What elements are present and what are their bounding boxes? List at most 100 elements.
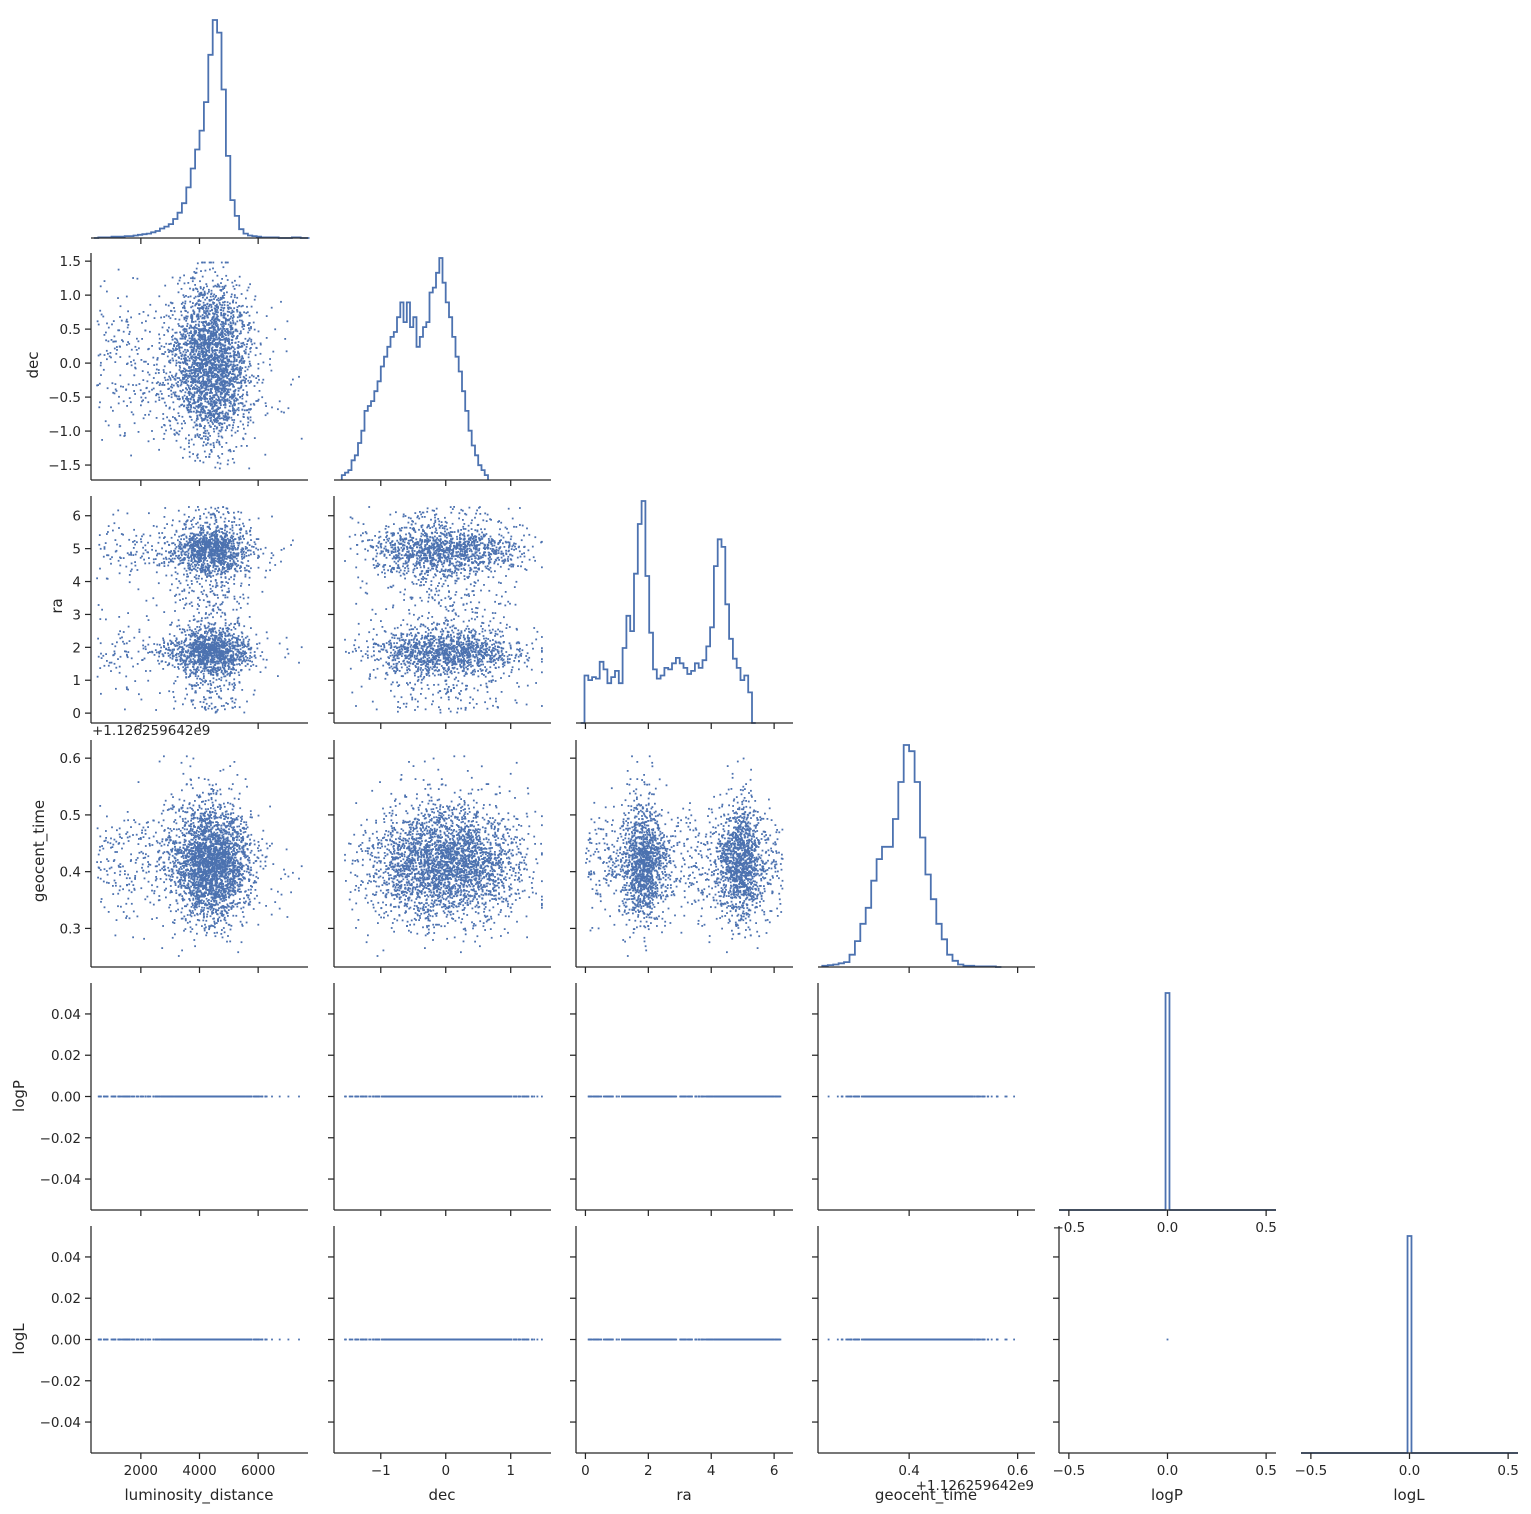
scatter-point	[203, 290, 206, 293]
scatter-point	[173, 707, 175, 710]
scatter-point	[243, 658, 245, 661]
scatter-point	[201, 397, 204, 400]
scatter-point	[201, 554, 203, 557]
scatter-point	[175, 395, 178, 398]
scatter-point	[193, 344, 196, 346]
scatter-point	[186, 404, 189, 407]
scatter-point	[243, 311, 245, 314]
scatter-point	[184, 354, 187, 357]
scatter-point	[160, 562, 163, 564]
scatter-point	[189, 643, 191, 646]
scatter-point	[187, 552, 190, 555]
scatter-point	[126, 654, 128, 657]
scatter-point	[188, 334, 190, 337]
scatter-point	[211, 279, 214, 282]
scatter-point	[207, 382, 210, 385]
scatter-point	[185, 602, 188, 605]
scatter-point	[214, 350, 216, 352]
scatter-point	[163, 346, 166, 348]
scatter-point	[191, 381, 194, 384]
scatter-point	[220, 564, 222, 566]
scatter-point	[197, 381, 200, 383]
scatter-point	[229, 538, 232, 541]
scatter-point	[210, 326, 213, 329]
scatter-point	[206, 666, 209, 669]
scatter-point	[193, 558, 196, 560]
scatter-point	[240, 384, 243, 387]
scatter-point	[126, 326, 129, 329]
scatter-point	[200, 291, 203, 294]
scatter-point	[201, 361, 203, 363]
scatter-point	[200, 345, 202, 348]
scatter-point	[195, 330, 197, 332]
scatter-point	[192, 641, 195, 644]
scatter-point	[220, 676, 223, 679]
scatter-point	[172, 347, 174, 350]
scatter-point	[170, 393, 173, 396]
scatter-point	[241, 322, 244, 325]
scatter-point	[183, 641, 185, 644]
scatter-point	[196, 541, 199, 544]
scatter-point	[218, 412, 220, 415]
scatter-point	[154, 400, 157, 403]
scatter-point	[216, 526, 219, 529]
scatter-point	[110, 339, 113, 341]
scatter-point	[172, 416, 174, 418]
scatter-point	[187, 559, 190, 562]
scatter-point	[231, 336, 234, 339]
scatter-point	[130, 568, 133, 571]
scatter-point	[239, 567, 241, 570]
scatter-point	[243, 325, 246, 327]
scatter-point	[202, 409, 205, 411]
scatter-point	[182, 528, 184, 531]
scatter-point	[200, 307, 203, 310]
scatter-point	[242, 413, 245, 415]
scatter-point	[175, 555, 177, 557]
scatter-point	[216, 313, 218, 316]
scatter-point	[234, 644, 237, 647]
scatter-point	[250, 381, 252, 383]
scatter-point	[229, 401, 232, 403]
scatter-point	[201, 644, 203, 647]
scatter-point	[257, 363, 260, 365]
scatter-point	[122, 400, 125, 403]
scatter-point	[239, 373, 242, 376]
scatter-point	[184, 374, 186, 377]
scatter-point	[184, 316, 187, 319]
scatter-point	[126, 512, 129, 515]
scatter-point	[142, 639, 145, 642]
scatter-point	[202, 356, 205, 358]
scatter-point	[193, 313, 196, 315]
scatter-point	[190, 438, 193, 441]
scatter-point	[218, 387, 221, 390]
scatter-point	[197, 657, 200, 660]
scatter-point	[232, 314, 235, 316]
scatter-point	[207, 409, 210, 412]
scatter-point	[196, 391, 198, 394]
scatter-point	[217, 395, 220, 398]
scatter-point	[221, 453, 224, 455]
scatter-point	[221, 412, 224, 415]
scatter-point	[184, 361, 187, 364]
scatter-point	[187, 296, 190, 298]
scatter-point	[204, 550, 207, 552]
scatter-point	[219, 655, 222, 658]
scatter-point	[149, 303, 152, 306]
scatter-point	[220, 697, 223, 700]
scatter-point	[248, 382, 251, 384]
scatter-point	[201, 437, 203, 440]
scatter-point	[214, 354, 217, 356]
scatter-point	[212, 630, 215, 633]
scatter-point	[234, 323, 237, 326]
scatter-point	[193, 339, 195, 342]
scatter-point	[244, 351, 247, 354]
scatter-point	[211, 346, 214, 349]
scatter-point	[215, 345, 218, 347]
scatter-point	[181, 353, 184, 356]
scatter-point	[215, 419, 218, 422]
scatter-point	[99, 642, 102, 645]
scatter-point	[232, 385, 234, 388]
scatter-point	[198, 310, 201, 313]
scatter-point	[228, 405, 231, 408]
scatter-point	[203, 317, 206, 320]
